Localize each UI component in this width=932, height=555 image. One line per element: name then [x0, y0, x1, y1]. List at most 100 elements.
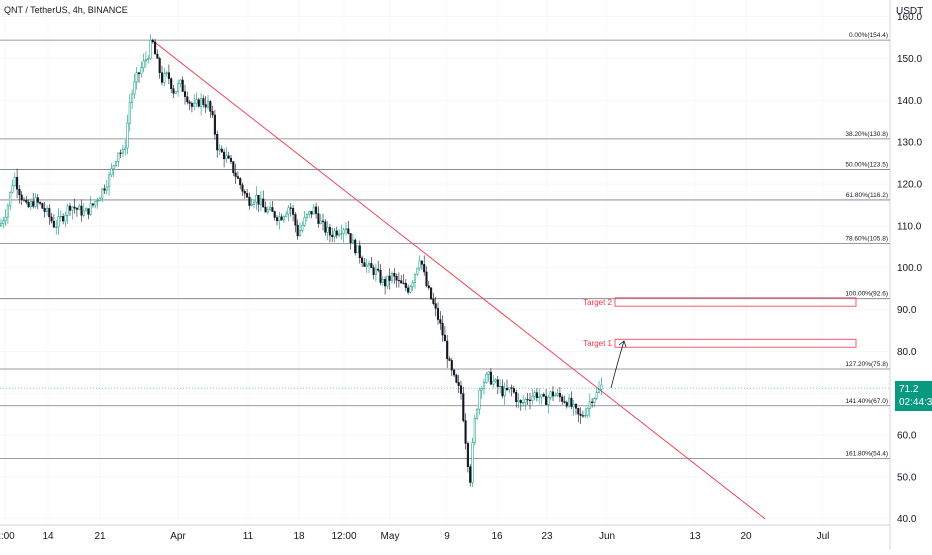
candle-body	[255, 194, 258, 203]
target-box	[614, 338, 857, 348]
candle-body	[239, 178, 242, 186]
candle-body	[370, 263, 373, 268]
candle-body	[411, 282, 414, 287]
candle-body	[501, 386, 504, 397]
candle-body	[538, 396, 541, 398]
candle-body	[211, 111, 214, 116]
candle-body	[229, 157, 233, 162]
candle-body	[209, 101, 212, 112]
x-tick-label: Jul	[817, 531, 830, 542]
candle-body	[457, 382, 460, 386]
candle-body	[45, 208, 49, 212]
candle-body	[597, 389, 601, 393]
candle-body	[193, 102, 196, 107]
candle-body	[526, 399, 529, 401]
candle-body	[234, 172, 237, 177]
candle-body	[464, 420, 467, 444]
candle-body	[480, 388, 483, 391]
candle-body	[220, 148, 223, 153]
candle-body	[335, 230, 338, 236]
candle-body	[517, 400, 520, 402]
candle-body	[381, 279, 384, 283]
target-label: Target 2	[583, 298, 612, 307]
x-tick-label: 2:00	[0, 531, 15, 542]
candle-body	[133, 81, 136, 95]
candle-body	[39, 202, 42, 204]
candle-body	[340, 233, 343, 235]
candle-body	[25, 199, 28, 203]
candle-body	[275, 217, 279, 222]
candle-body	[476, 408, 479, 419]
candle-body	[565, 402, 568, 407]
target-label: Target 1	[583, 339, 612, 348]
candle-body	[52, 220, 55, 228]
candle-body	[482, 381, 486, 389]
candle-body	[43, 208, 46, 212]
candle-body	[197, 99, 200, 107]
candle-body	[119, 152, 122, 154]
candle-body	[29, 201, 32, 207]
candle-body	[439, 319, 442, 324]
candle-body	[319, 220, 322, 224]
candle-body	[91, 203, 95, 206]
candle-body	[227, 155, 230, 159]
candle-body	[388, 275, 391, 281]
candle-body	[427, 285, 430, 289]
x-tick-label: 20	[740, 531, 752, 542]
candle-body	[183, 91, 187, 97]
candle-body	[167, 72, 170, 79]
candle-body	[103, 188, 106, 191]
candle-body	[400, 280, 403, 284]
candle-body	[294, 214, 297, 226]
candle-body	[259, 198, 262, 205]
candle-body	[0, 223, 3, 227]
current-price-badge[interactable]: 71.2 02:44:33	[895, 381, 932, 411]
candle-body	[317, 213, 320, 224]
candle-body	[434, 303, 437, 309]
candle-body	[287, 207, 290, 215]
candle-body	[338, 233, 341, 236]
candle-body	[450, 360, 453, 371]
x-tick-label: Jun	[599, 531, 615, 542]
y-tick-label: 120.0	[897, 180, 922, 191]
candle-body	[71, 206, 74, 211]
y-tick-label: 160.0	[897, 12, 922, 23]
fib-level-label: 141.40%(67.0)	[845, 398, 888, 405]
candle-body	[172, 88, 175, 94]
candle-body	[195, 99, 198, 104]
candle-body	[432, 298, 435, 304]
candle-body	[147, 58, 150, 60]
candle-body	[257, 194, 260, 205]
candle-body	[469, 466, 472, 483]
candle-body	[466, 443, 469, 467]
candle-body	[430, 287, 433, 300]
candle-body	[354, 239, 357, 254]
current-price-value: 71.2	[899, 384, 919, 395]
x-tick-label: 14	[42, 531, 54, 542]
candle-body	[453, 369, 456, 376]
candle-body	[289, 207, 292, 209]
candle-body	[50, 216, 53, 222]
y-tick-label: 80.0	[897, 347, 917, 358]
candle-body	[574, 403, 578, 409]
candle-body	[114, 161, 118, 166]
fib-level-label: 100.00%(92.6)	[845, 291, 888, 298]
candle-body	[459, 385, 463, 394]
candle-body	[413, 274, 417, 283]
candle-body	[315, 206, 318, 214]
candle-body	[586, 408, 589, 416]
candle-body	[154, 41, 157, 55]
candle-body	[108, 174, 111, 188]
candle-body	[409, 286, 412, 293]
candle-body	[446, 340, 449, 360]
candle-body	[494, 379, 497, 382]
candle-body	[36, 197, 39, 203]
candle-body	[436, 308, 440, 320]
candle-body	[505, 387, 509, 390]
candle-body	[487, 371, 490, 375]
candle-body	[131, 93, 134, 103]
candle-body	[365, 264, 368, 267]
candle-body	[151, 39, 154, 43]
